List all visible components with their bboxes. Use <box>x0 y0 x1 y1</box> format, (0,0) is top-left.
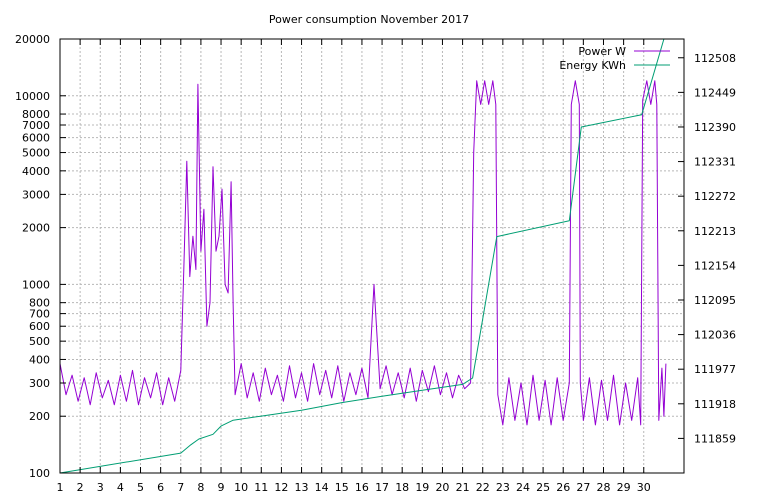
x-tick-label: 2 <box>77 481 84 494</box>
y-right-tick-label: 112213 <box>694 225 736 238</box>
y-left-tick-label: 500 <box>29 335 50 348</box>
y-left-tick-label: 5000 <box>22 147 50 160</box>
y-left-tick-label: 400 <box>29 353 50 366</box>
chart-title: Power consumption November 2017 <box>269 13 469 26</box>
legend-label-energy: Energy KWh <box>559 59 626 72</box>
x-tick-label: 4 <box>117 481 124 494</box>
x-tick-label: 16 <box>355 481 369 494</box>
y-left-tick-label: 1000 <box>22 278 50 291</box>
x-tick-label: 26 <box>556 481 570 494</box>
x-tick-label: 1 <box>57 481 64 494</box>
y-left-tick-label: 10000 <box>15 90 50 103</box>
x-tick-label: 22 <box>476 481 490 494</box>
x-tick-label: 24 <box>516 481 530 494</box>
y-left-tick-label: 3000 <box>22 188 50 201</box>
x-tick-label: 15 <box>335 481 349 494</box>
x-tick-label: 14 <box>315 481 329 494</box>
y-right-tick-label: 112272 <box>694 190 736 203</box>
y-right-tick-label: 112095 <box>694 294 736 307</box>
x-tick-label: 13 <box>295 481 309 494</box>
x-tick-label: 8 <box>197 481 204 494</box>
y-right-tick-label: 112390 <box>694 121 736 134</box>
x-tick-label: 6 <box>157 481 164 494</box>
series-layer <box>59 38 667 474</box>
x-tick-label: 7 <box>177 481 184 494</box>
x-tick-label: 11 <box>254 481 268 494</box>
x-tick-label: 10 <box>234 481 248 494</box>
plot-frame <box>59 38 685 474</box>
y-left-tick-label: 700 <box>29 308 50 321</box>
y-right-tick-label: 112508 <box>694 52 736 65</box>
x-tick-label: 19 <box>415 481 429 494</box>
y-left-tick-label: 800 <box>29 297 50 310</box>
x-tick-label: 12 <box>274 481 288 494</box>
y-left-tick-label: 7000 <box>22 119 50 132</box>
x-tick-label: 25 <box>536 481 550 494</box>
y-left-tick-label: 20000 <box>15 33 50 46</box>
legend-label-power: Power W <box>578 45 626 58</box>
x-tick-label: 9 <box>218 481 225 494</box>
x-tick-label: 20 <box>435 481 449 494</box>
y-left-tick-label: 600 <box>29 320 50 333</box>
y-right-tick-label: 112331 <box>694 156 736 169</box>
legend: Power W Energy KWh <box>559 45 670 72</box>
grid <box>60 39 684 473</box>
x-tick-label: 29 <box>617 481 631 494</box>
x-tick-label: 17 <box>375 481 389 494</box>
x-tick-label: 28 <box>596 481 610 494</box>
y-right-tick-label: 112449 <box>694 86 736 99</box>
y-right-tick-label: 111977 <box>694 363 736 376</box>
x-tick-label: 3 <box>97 481 104 494</box>
energy-kwh-series-line <box>59 38 665 474</box>
y-left-tick-label: 8000 <box>22 108 50 121</box>
y-right-tick-label: 111918 <box>694 398 736 411</box>
y-left-tick-label: 4000 <box>22 165 50 178</box>
x-tick-label: 27 <box>576 481 590 494</box>
y-left-tick-label: 6000 <box>22 132 50 145</box>
x-tick-label: 23 <box>496 481 510 494</box>
y-right-tick-label: 112154 <box>694 259 736 272</box>
y-left-tick-label: 200 <box>29 410 50 423</box>
x-tick-label: 21 <box>456 481 470 494</box>
x-tick-label: 5 <box>137 481 144 494</box>
x-tick-label: 30 <box>637 481 651 494</box>
y-left-tick-label: 2000 <box>22 222 50 235</box>
x-tick-label: 18 <box>395 481 409 494</box>
y-left-tick-label: 100 <box>29 467 50 480</box>
y-right-tick-label: 111859 <box>694 432 736 445</box>
y-left-tick-label: 300 <box>29 377 50 390</box>
y-right-tick-label: 112036 <box>694 329 736 342</box>
axis-ticks: 1 2 3 4 5 6 7 8 9 10 11 12 13 14 15 16 17 18 19 20 21 22 23 24 2… <box>15 33 736 494</box>
power-w-series-line <box>59 80 667 426</box>
